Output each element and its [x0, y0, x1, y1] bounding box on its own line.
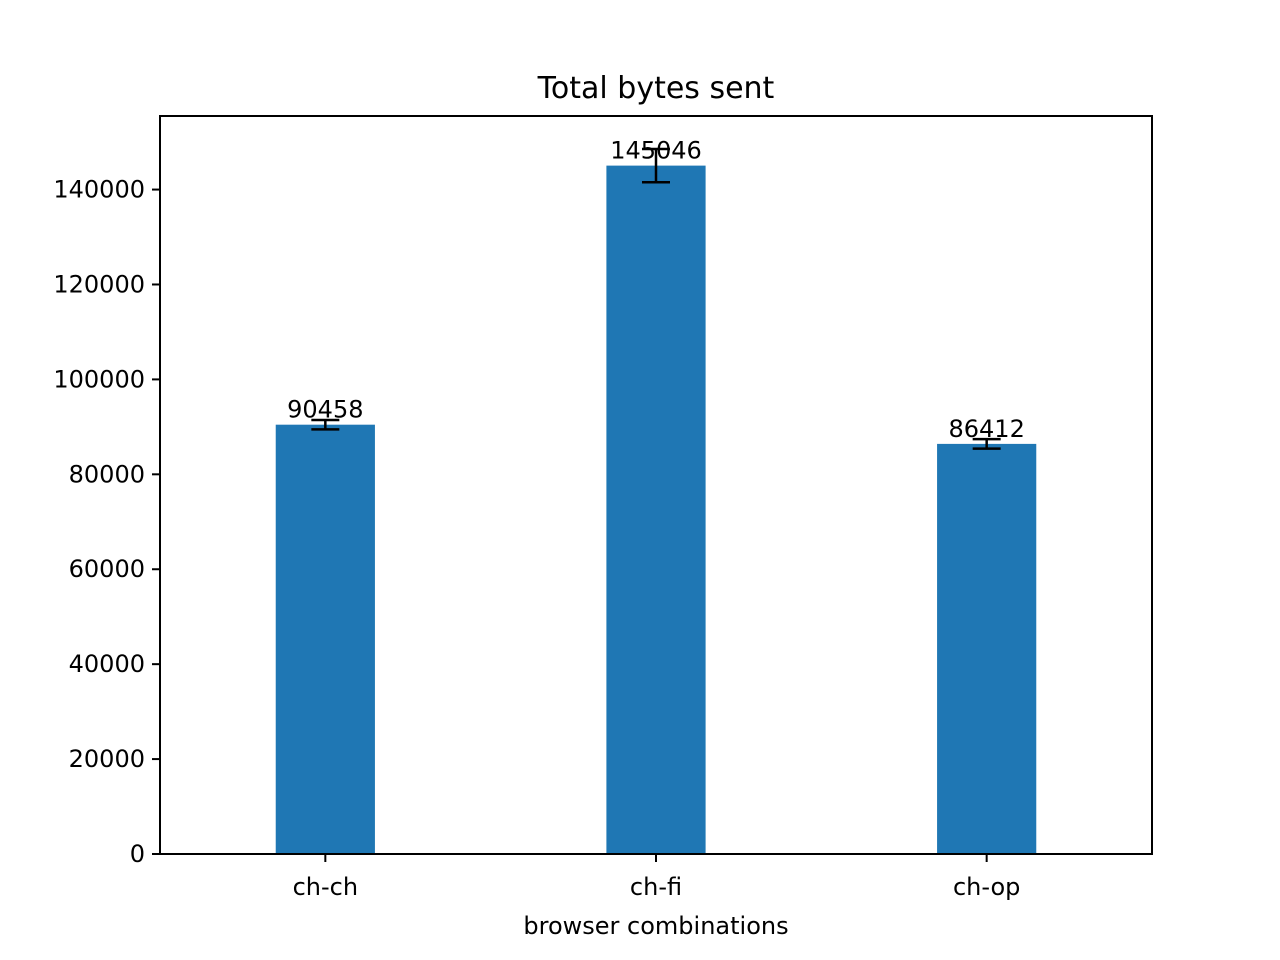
- y-tick-label-20000: 20000: [69, 745, 145, 773]
- error-bar-ch-ch: [311, 418, 340, 431]
- y-tick-label-60000: 60000: [69, 555, 145, 583]
- value-label-ch-op: 86412: [948, 415, 1024, 443]
- plot-frame: [159, 115, 1153, 855]
- bars-layer: [275, 165, 1037, 854]
- value-label-ch-ch: 90458: [287, 396, 363, 424]
- y-tick-label-120000: 120000: [53, 270, 145, 298]
- error-bar-ch-op: [972, 437, 1001, 450]
- y-tick-label-0: 0: [130, 840, 145, 868]
- bar-ch-op: [937, 443, 1037, 854]
- bar-ch-fi: [606, 165, 706, 854]
- error-bar-ch-fi: [642, 147, 670, 184]
- y-ticks-layer: 0 20000 40000 60000 80000 100000 120000 140000: [53, 176, 160, 868]
- error-bars-layer: [311, 147, 1001, 450]
- y-tick-label-80000: 80000: [69, 460, 145, 488]
- value-label-ch-fi: 145046: [610, 137, 702, 165]
- bar-ch-ch: [275, 424, 375, 854]
- x-tick-label-ch-fi: ch-fi: [630, 873, 682, 901]
- y-tick-label-100000: 100000: [53, 365, 145, 393]
- y-tick-label-40000: 40000: [69, 650, 145, 678]
- value-labels-layer: 90458 145046 86412: [287, 137, 1025, 443]
- x-axis-label: browser combinations: [523, 912, 788, 940]
- x-ticks-layer: ch-ch ch-fi ch-op: [293, 854, 1020, 901]
- x-tick-label-ch-ch: ch-ch: [293, 873, 358, 901]
- y-tick-label-140000: 140000: [53, 176, 145, 204]
- x-tick-label-ch-op: ch-op: [953, 873, 1020, 901]
- chart-title: Total bytes sent: [537, 71, 775, 106]
